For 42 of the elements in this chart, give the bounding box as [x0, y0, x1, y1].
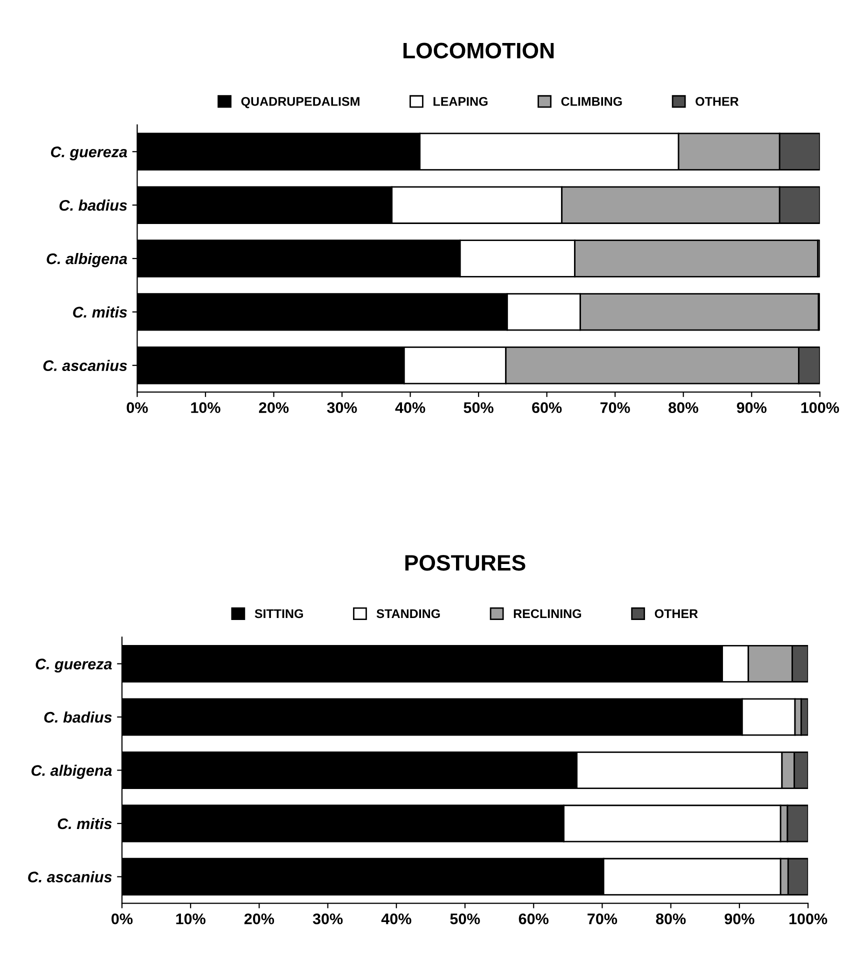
- x-tick-label: 100%: [801, 402, 840, 414]
- x-tick-label: 30%: [312, 913, 343, 924]
- y-tick-label: C. albigena: [32, 764, 112, 779]
- y-tick-label: C. ascanius: [28, 871, 112, 882]
- x-tick-label: 60%: [532, 402, 562, 414]
- y-tick-label: C. albigena: [46, 252, 128, 268]
- y-tick-label: C. mitis: [73, 306, 127, 318]
- x-tick-label: 0%: [126, 402, 148, 414]
- x-tick-label: 0%: [112, 913, 133, 924]
- legend-label: SITTING: [254, 609, 303, 618]
- legend-label: OTHER: [696, 97, 739, 106]
- chart-title: POSTURES: [405, 554, 526, 571]
- chart-title: LOCOMOTION: [404, 42, 554, 58]
- x-tick-label: 20%: [244, 913, 274, 924]
- legend-label: RECLINING: [514, 609, 582, 618]
- legend-label: CLIMBING: [561, 97, 622, 106]
- x-tick-label: 30%: [327, 402, 357, 414]
- x-tick-label: 50%: [464, 402, 494, 414]
- x-tick-label: 40%: [395, 402, 426, 414]
- y-tick-label: C. guereza: [36, 658, 112, 672]
- x-tick-label: 70%: [600, 402, 630, 414]
- legend-label: OTHER: [654, 609, 698, 618]
- x-tick-label: 20%: [258, 402, 289, 414]
- y-tick-label: C. mitis: [58, 818, 112, 830]
- y-tick-label: C. guereza: [50, 146, 128, 160]
- legend-label: STANDING: [376, 609, 440, 618]
- legend-label: LEAPING: [434, 97, 488, 106]
- y-tick-label: C. ascanius: [43, 360, 127, 372]
- y-tick-label: C. badius: [59, 200, 127, 211]
- x-tick-label: 50%: [450, 913, 480, 924]
- x-tick-label: 10%: [191, 402, 220, 414]
- x-tick-label: 10%: [176, 913, 206, 924]
- x-tick-label: 70%: [588, 913, 618, 924]
- x-tick-label: 90%: [724, 913, 754, 924]
- y-tick-label: C. badius: [44, 711, 112, 723]
- x-tick-label: 90%: [736, 402, 767, 414]
- legend-label: QUADRUPEDALISM: [241, 97, 360, 108]
- x-tick-label: 100%: [789, 913, 828, 924]
- x-tick-label: 80%: [668, 402, 698, 414]
- x-tick-label: 60%: [518, 913, 548, 924]
- x-tick-label: 40%: [381, 913, 412, 924]
- x-tick-label: 80%: [656, 913, 686, 924]
